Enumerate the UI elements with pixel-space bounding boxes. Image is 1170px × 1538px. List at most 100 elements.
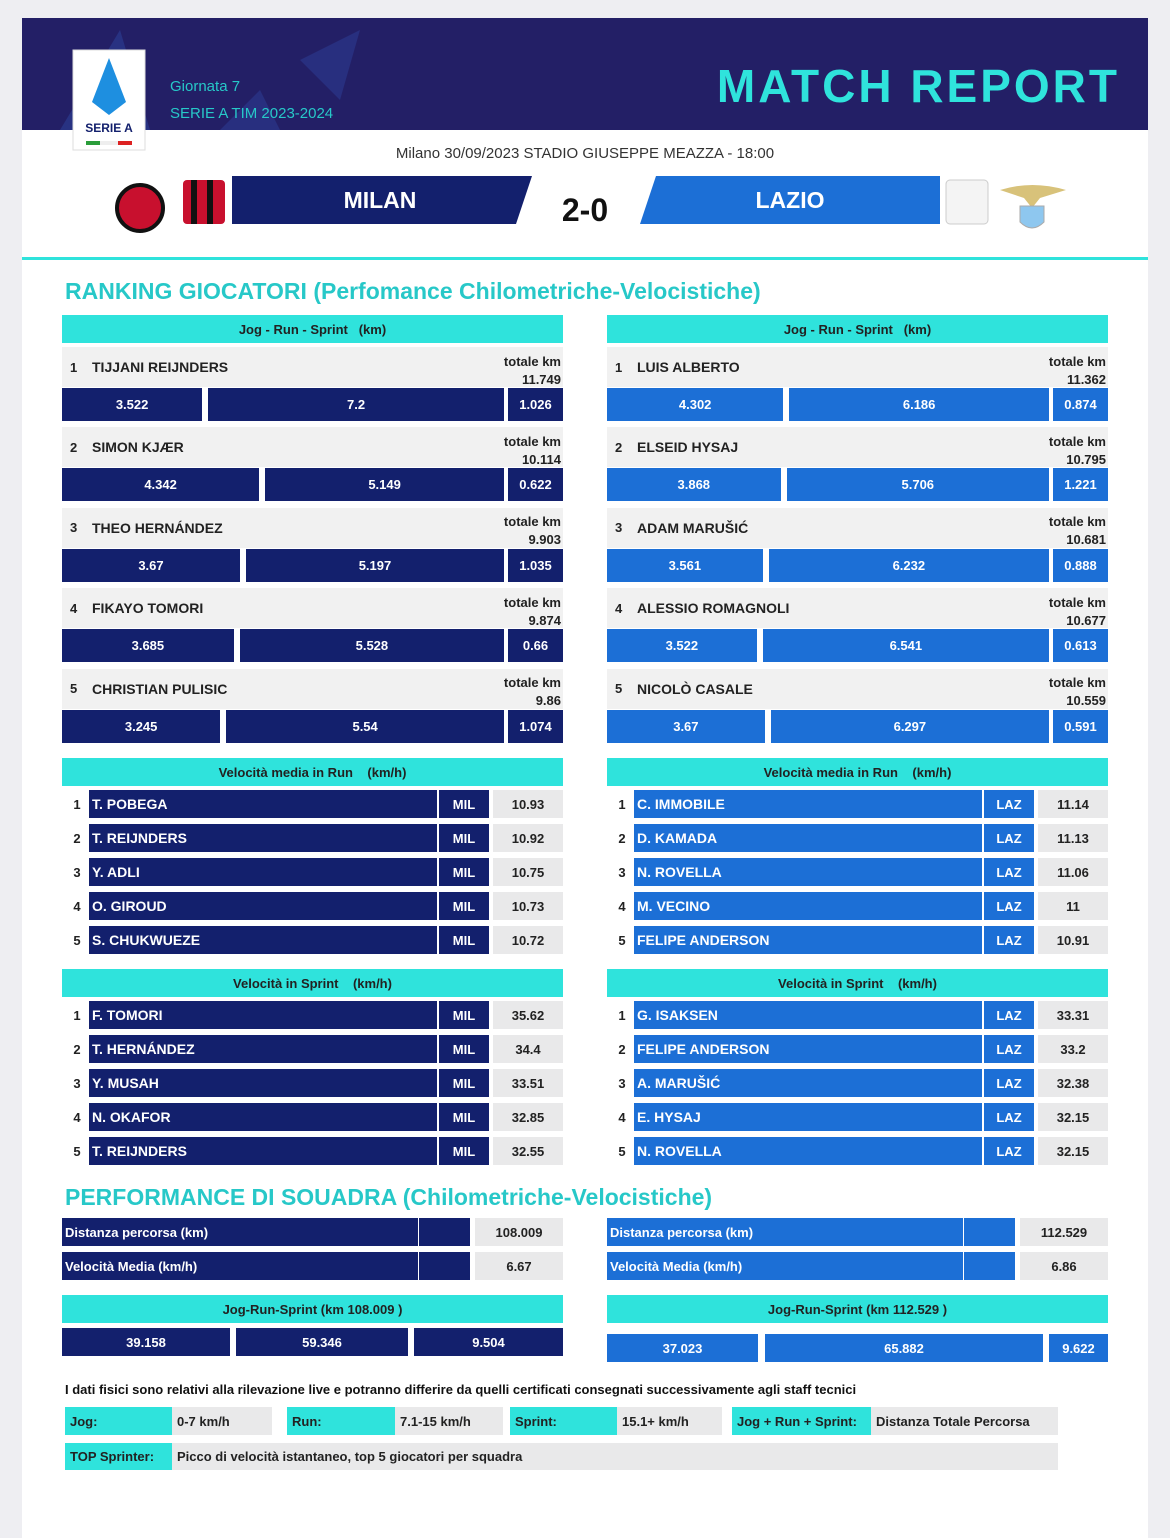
total-value: 9.903 bbox=[528, 532, 561, 548]
player-name: G. ISAKSEN bbox=[634, 1001, 982, 1029]
player-name: THEO HERNÁNDEZ bbox=[92, 519, 223, 536]
sprint-value: 0.622 bbox=[508, 468, 563, 502]
run-value: 5.706 bbox=[786, 468, 1049, 502]
team-code: LAZ bbox=[984, 1035, 1034, 1063]
team-code: MIL bbox=[439, 824, 489, 852]
rank: 5 bbox=[73, 1143, 81, 1159]
speed-value: 11.06 bbox=[1038, 858, 1108, 886]
legend-text: 0-7 km/h bbox=[172, 1407, 272, 1435]
player-name: N. ROVELLA bbox=[634, 858, 982, 886]
player-name: O. GIROUD bbox=[89, 892, 437, 920]
jog-value: 4.342 bbox=[62, 468, 260, 502]
rank: 1 bbox=[73, 796, 81, 812]
player-row bbox=[607, 668, 1108, 709]
player-name: SIMON KJÆR bbox=[92, 439, 184, 456]
home-team: MILAN bbox=[343, 186, 417, 213]
run-value: 6.297 bbox=[770, 709, 1049, 743]
section-header: Jog - Run - Sprint (km) bbox=[607, 315, 1108, 343]
rank: 5 bbox=[618, 1143, 626, 1159]
team-code: MIL bbox=[439, 1035, 489, 1063]
team-code: LAZ bbox=[984, 1069, 1034, 1097]
logo-flag bbox=[86, 141, 100, 145]
rank: 2 bbox=[618, 830, 626, 846]
player-name: T. REIJNDERS bbox=[89, 824, 437, 852]
player-name: D. KAMADA bbox=[634, 824, 982, 852]
rank: 3 bbox=[618, 1075, 626, 1091]
player-name: F. TOMORI bbox=[89, 1001, 437, 1029]
rank: 4 bbox=[73, 898, 81, 914]
total-label: totale km bbox=[1048, 353, 1106, 369]
milan-shirt bbox=[183, 180, 225, 224]
player-row bbox=[62, 588, 563, 629]
rank: 1 bbox=[618, 796, 626, 812]
section-header: Velocità media in Run (km/h) bbox=[607, 758, 1108, 786]
sprint-value: 1.026 bbox=[508, 388, 563, 421]
jog-value: 3.245 bbox=[62, 709, 221, 743]
legend-label: TOP Sprinter: bbox=[65, 1443, 172, 1470]
team-code: LAZ bbox=[984, 1103, 1034, 1131]
legend-text: Picco di velocità istantaneo, top 5 gioc… bbox=[172, 1443, 1058, 1470]
header-band bbox=[22, 18, 1148, 130]
rank: 5 bbox=[73, 932, 81, 948]
rank: 3 bbox=[73, 864, 81, 880]
jog-value: 3.67 bbox=[62, 548, 240, 582]
bar-end bbox=[964, 1252, 1015, 1280]
speed-value: 10.91 bbox=[1038, 926, 1108, 954]
run-value: 7.2 bbox=[208, 388, 504, 421]
team-jog: 37.023 bbox=[607, 1334, 758, 1362]
milan-shirt bbox=[207, 180, 213, 224]
home-bar bbox=[232, 176, 532, 224]
section-header: Jog - Run - Sprint (km) bbox=[62, 315, 563, 343]
speed-value: 10.75 bbox=[493, 858, 563, 886]
player-name: ELSEID HYSAJ bbox=[637, 439, 739, 456]
distance-label: Distanza percorsa (km) bbox=[607, 1218, 963, 1246]
player-name: Y. MUSAH bbox=[89, 1069, 437, 1097]
decor bbox=[220, 90, 280, 130]
team-code: MIL bbox=[439, 1001, 489, 1029]
team-code: MIL bbox=[439, 892, 489, 920]
speed-value: 11.14 bbox=[1038, 790, 1108, 818]
speed-value: 33.31 bbox=[1038, 1001, 1108, 1029]
player-row bbox=[607, 427, 1108, 468]
bar-end bbox=[419, 1218, 470, 1246]
player-name: TIJJANI REIJNDERS bbox=[92, 359, 229, 375]
player-name: C. IMMOBILE bbox=[634, 790, 982, 818]
jog-value: 3.868 bbox=[607, 468, 781, 502]
legend-label: Jog + Run + Sprint: bbox=[732, 1407, 871, 1435]
speed-value: 32.55 bbox=[493, 1137, 563, 1165]
logo-text: SERIE A bbox=[85, 121, 133, 135]
team-code: LAZ bbox=[984, 892, 1034, 920]
total-label: totale km bbox=[503, 594, 561, 610]
speed-value: 32.15 bbox=[1038, 1137, 1108, 1165]
score: 2-0 bbox=[561, 191, 609, 228]
team-code: LAZ bbox=[984, 858, 1034, 886]
lazio-crest bbox=[1000, 185, 1066, 208]
section-title: RANKING GIOCATORI (Perfomance Chilometri… bbox=[65, 277, 761, 304]
total-label: totale km bbox=[1048, 433, 1106, 449]
team-jog: 39.158 bbox=[62, 1328, 230, 1356]
decor bbox=[300, 30, 360, 100]
player-name: FELIPE ANDERSON bbox=[634, 926, 982, 954]
match-info: Milano 30/09/2023 STADIO GIUSEPPE MEAZZA… bbox=[395, 144, 775, 162]
sprint-value: 1.221 bbox=[1053, 468, 1108, 502]
bar-end bbox=[419, 1252, 470, 1280]
speed-value: 11.13 bbox=[1038, 824, 1108, 852]
section-header: Velocità media in Run (km/h) bbox=[62, 758, 563, 786]
team-code: MIL bbox=[439, 1069, 489, 1097]
rank: 4 bbox=[73, 1109, 81, 1125]
player-name: ALESSIO ROMAGNOLI bbox=[637, 600, 790, 617]
total-value: 10.795 bbox=[1066, 451, 1106, 467]
player-name: NICOLÒ CASALE bbox=[637, 680, 753, 697]
rank: 2 bbox=[618, 1041, 626, 1057]
total-value: 11.362 bbox=[1066, 371, 1106, 387]
player-name: FIKAYO TOMORI bbox=[92, 600, 204, 617]
total-label: totale km bbox=[503, 514, 561, 530]
total-value: 10.114 bbox=[521, 451, 561, 467]
sprint-value: 1.074 bbox=[508, 709, 563, 743]
milan-crest bbox=[115, 183, 165, 233]
sprint-value: 1.035 bbox=[508, 548, 563, 582]
distance-value: 108.009 bbox=[475, 1218, 563, 1246]
speed-value: 10.92 bbox=[493, 824, 563, 852]
speed-value: 10.73 bbox=[493, 892, 563, 920]
section-title: PERFORMANCE DI SOUADRA (Chilometriche-Ve… bbox=[65, 1183, 713, 1210]
